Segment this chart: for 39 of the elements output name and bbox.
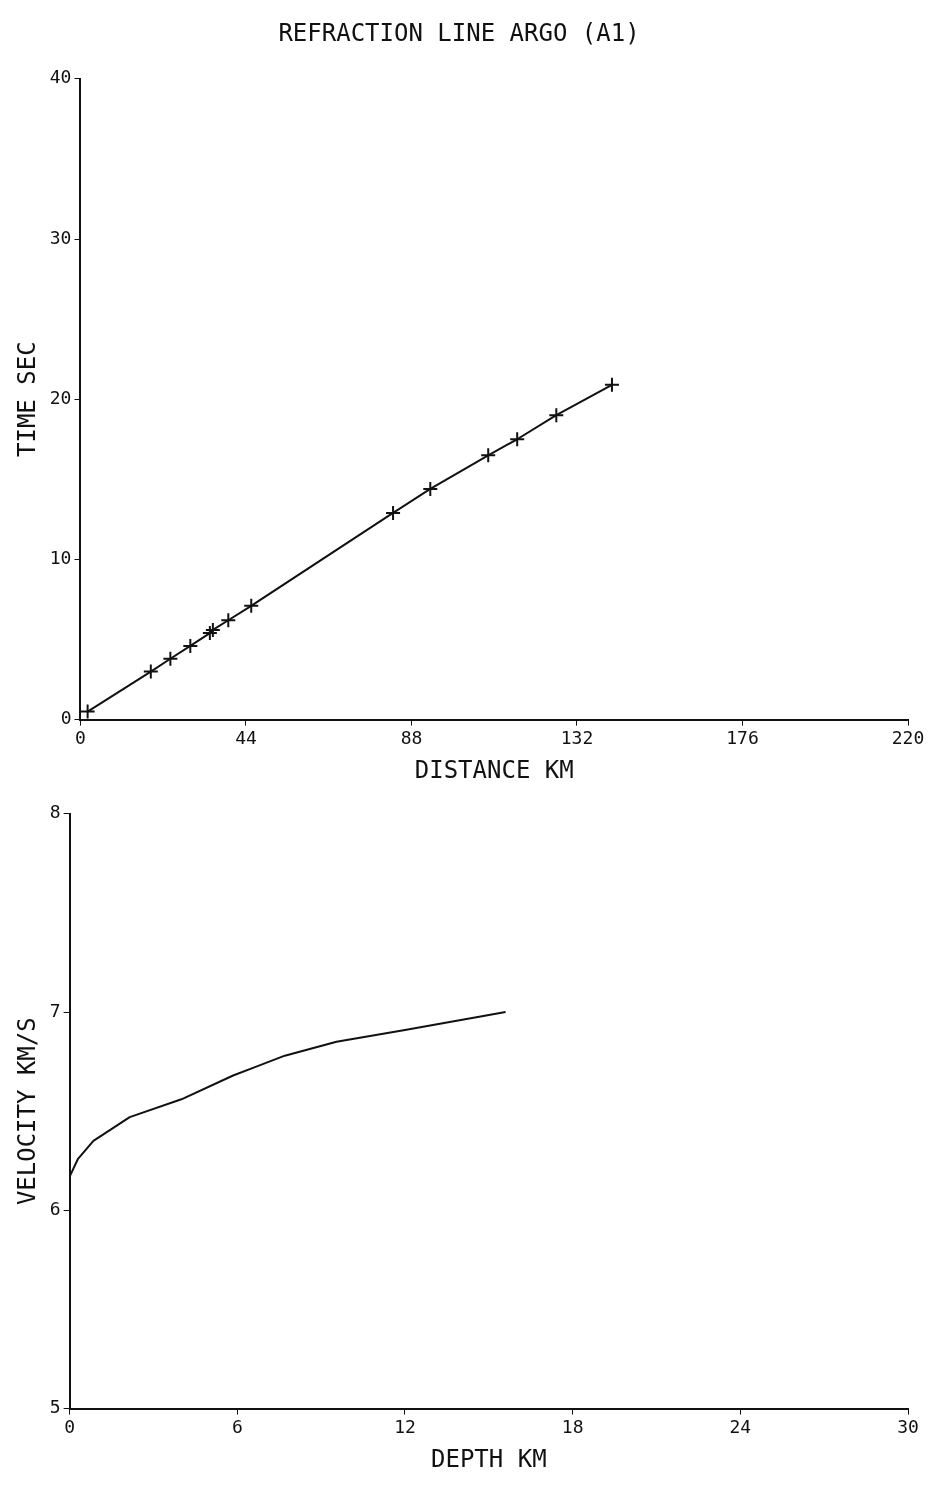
- y-tick-label: 8: [49, 801, 61, 823]
- point: [509, 431, 526, 448]
- point: [603, 376, 620, 393]
- x-tick-label: 18: [561, 1416, 584, 1438]
- x-tick-label: 30: [897, 1416, 919, 1438]
- point: [142, 663, 159, 680]
- point: [162, 650, 179, 667]
- y-tick-label: 20: [49, 386, 72, 408]
- point: [204, 621, 221, 638]
- x-tick-label: 0: [75, 727, 86, 749]
- chart-title: REFRACTION LINE ARGO (A1): [278, 18, 640, 47]
- point: [80, 703, 96, 720]
- x-axis-title: DISTANCE KM: [414, 755, 574, 784]
- x-tick-label: 24: [729, 1416, 752, 1438]
- point: [548, 407, 565, 424]
- y-tick-label: 40: [49, 66, 72, 88]
- x-tick-label: 12: [394, 1416, 416, 1438]
- y-tick-label: 10: [49, 547, 72, 569]
- x-tick-label: 6: [231, 1416, 243, 1438]
- x-tick-label: 88: [400, 727, 423, 749]
- y-tick-label: 0: [60, 707, 72, 729]
- y-tick-label: 5: [49, 1396, 61, 1418]
- point: [243, 597, 260, 614]
- x-tick-label: 44: [235, 727, 257, 749]
- point: [220, 612, 237, 629]
- point: [422, 480, 439, 497]
- point: [201, 625, 218, 642]
- x-tick-label: 132: [560, 727, 594, 749]
- y-tick-label: 30: [49, 226, 72, 248]
- y-tick-label: 6: [49, 1198, 61, 1220]
- x-tick-label: 176: [726, 727, 759, 749]
- x-axis-title: DEPTH KM: [431, 1444, 547, 1473]
- y-tick-label: 7: [49, 999, 61, 1021]
- point: [385, 504, 402, 521]
- point: [480, 447, 497, 464]
- y-axis-title: TIME SEC: [12, 341, 41, 457]
- point: [182, 637, 199, 654]
- y-axis-title: VELOCITY KM/S: [12, 1017, 41, 1206]
- x-tick-label: 220: [891, 727, 925, 749]
